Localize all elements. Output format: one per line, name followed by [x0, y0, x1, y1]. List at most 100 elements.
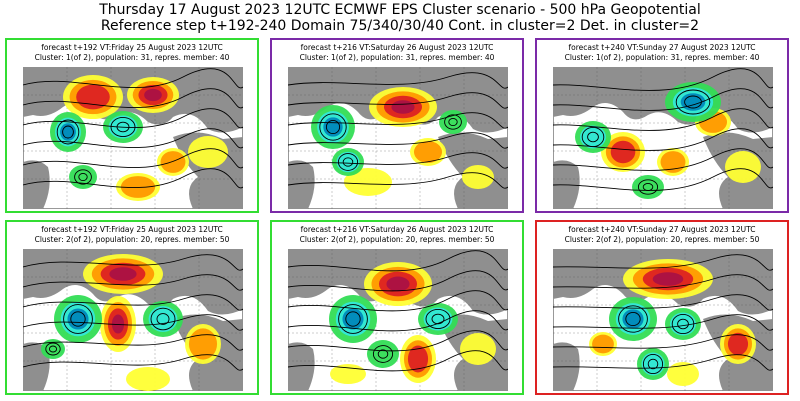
low-contour — [116, 121, 130, 133]
land-west — [288, 160, 315, 209]
low-contour — [581, 126, 605, 148]
geopotential-contour — [288, 310, 508, 332]
panel-forecast-label: forecast t+192 VT:Friday 25 August 2023 … — [41, 43, 223, 52]
negative-anomaly-area — [670, 312, 696, 336]
cluster-panel-2-t240[interactable]: forecast t+240 VT:Sunday 27 August 2023 … — [535, 220, 789, 395]
land-west — [288, 342, 315, 391]
map-canvas — [288, 249, 508, 391]
cluster-panel-2-t192[interactable]: forecast t+192 VT:Friday 25 August 2023 … — [5, 220, 259, 395]
positive-anomaly-area — [592, 334, 614, 354]
positive-anomaly-area — [460, 333, 496, 365]
positive-anomaly-area — [391, 100, 415, 114]
negative-anomaly-area — [148, 306, 178, 332]
low-contour — [338, 304, 368, 334]
geopotential-contour — [23, 354, 243, 371]
low-contour — [63, 304, 93, 334]
low-contour — [587, 131, 599, 143]
positive-anomaly-area — [109, 267, 137, 281]
panel-forecast-label: forecast t+216 VT:Saturday 26 August 202… — [300, 43, 494, 52]
positive-anomaly-area — [344, 168, 392, 196]
geopotential-contour — [23, 148, 243, 169]
geopotential-contour — [553, 314, 773, 331]
geopotential-contour — [288, 112, 508, 129]
low-contour — [671, 313, 695, 335]
geopotential-map — [553, 67, 773, 209]
panel-cluster-label: Cluster: 1(of 2), population: 31, repres… — [564, 53, 760, 62]
geopotential-contour — [23, 294, 243, 311]
map-canvas — [553, 249, 773, 391]
page-title: Thursday 17 August 2023 12UTC ECMWF EPS … — [99, 2, 701, 18]
positive-anomaly-area — [144, 88, 162, 102]
geopotential-contour — [553, 148, 773, 171]
geopotential-contour — [288, 250, 508, 272]
geopotential-contour — [23, 254, 243, 271]
geopotential-contour — [553, 254, 773, 271]
geopotential-contour — [23, 314, 243, 331]
positive-anomaly-area — [462, 165, 494, 189]
geopotential-contour — [288, 270, 508, 292]
map-canvas — [553, 67, 773, 209]
positive-anomaly-area — [188, 328, 218, 360]
panel-forecast-label: forecast t+240 VT:Sunday 27 August 2023 … — [568, 43, 756, 52]
cluster-panel-1-t240[interactable]: forecast t+240 VT:Sunday 27 August 2023 … — [535, 38, 789, 213]
cluster-panel-1-t192[interactable]: forecast t+192 VT:Friday 25 August 2023 … — [5, 38, 259, 213]
low-contour — [642, 182, 654, 192]
low-contour — [325, 119, 341, 135]
negative-anomaly-area — [69, 165, 97, 189]
low-contour — [444, 114, 462, 130]
low-contour — [684, 95, 702, 109]
geopotential-contour — [23, 128, 243, 149]
geopotential-contour — [23, 168, 243, 189]
positive-anomaly-area — [407, 345, 429, 373]
low-contour — [70, 311, 86, 327]
land-west — [23, 160, 50, 209]
low-contour — [319, 113, 347, 141]
negative-anomaly-area — [336, 151, 360, 173]
low-contour — [377, 349, 389, 359]
positive-anomaly-area — [660, 151, 686, 173]
low-contour — [150, 307, 176, 331]
low-contour — [78, 172, 88, 182]
low-contour — [342, 157, 354, 167]
negative-anomaly-area — [367, 340, 399, 368]
low-contour — [48, 345, 58, 353]
positive-anomaly-area — [610, 140, 636, 164]
geopotential-map — [288, 67, 508, 209]
low-contour — [74, 169, 92, 185]
negative-anomaly-area — [439, 110, 467, 134]
cluster-panel-2-t216[interactable]: forecast t+216 VT:Saturday 26 August 202… — [270, 220, 524, 395]
geopotential-contour — [288, 92, 508, 109]
geopotential-contour — [553, 88, 773, 111]
geopotential-contour — [23, 274, 243, 291]
positive-anomaly-area — [386, 276, 410, 292]
low-contour — [625, 311, 641, 327]
low-contour — [431, 313, 445, 325]
geopotential-contour — [288, 152, 508, 169]
geopotential-contour — [288, 290, 508, 312]
page-subtitle: Reference step t+192-240 Domain 75/340/3… — [100, 18, 700, 34]
geopotential-contour — [23, 88, 243, 109]
low-contour — [675, 89, 711, 115]
low-contour — [677, 318, 689, 330]
geopotential-contour — [553, 334, 773, 351]
positive-anomaly-area — [413, 141, 443, 163]
panel-forecast-label: forecast t+240 VT:Sunday 27 August 2023 … — [568, 225, 756, 234]
low-contour — [647, 358, 659, 370]
low-contour — [448, 117, 458, 127]
geopotential-contour — [23, 108, 243, 129]
geopotential-map — [288, 249, 508, 391]
land-north — [553, 67, 773, 133]
geopotential-contour — [288, 72, 508, 89]
low-contour — [337, 153, 359, 171]
cluster-panel-1-t216[interactable]: forecast t+216 VT:Saturday 26 August 202… — [270, 38, 524, 213]
low-contour — [637, 179, 659, 195]
geopotential-contour — [288, 330, 508, 352]
geopotential-map — [553, 249, 773, 391]
negative-anomaly-area — [641, 352, 665, 376]
positive-anomaly-area — [727, 332, 749, 356]
positive-anomaly-area — [667, 362, 699, 386]
positive-anomaly-area — [160, 151, 186, 173]
positive-anomaly-area — [725, 151, 761, 183]
negative-anomaly-area — [41, 339, 65, 359]
low-contour — [110, 116, 136, 138]
